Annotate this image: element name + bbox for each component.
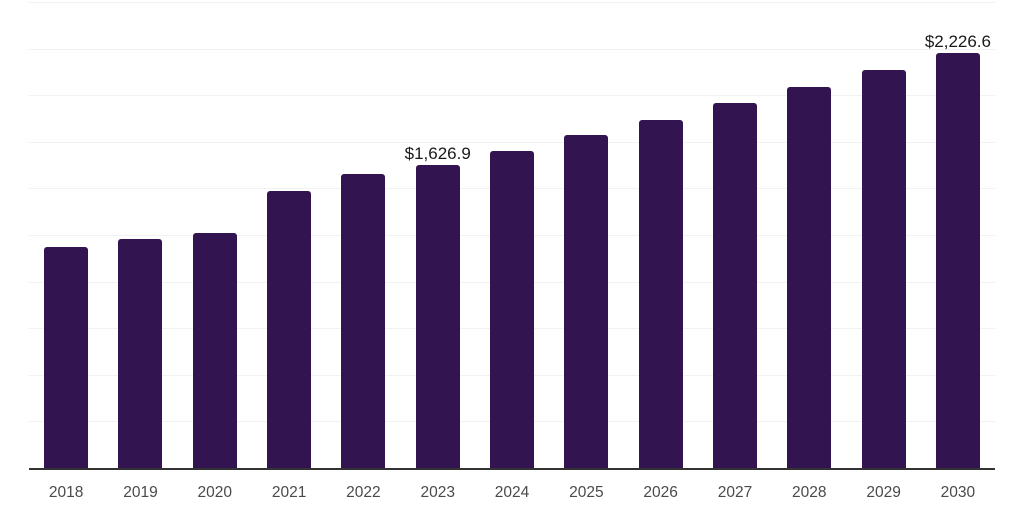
bar-column-2023: $1,626.9: [401, 2, 475, 468]
x-tick-2020: 2020: [197, 484, 233, 501]
bar-2018: [44, 247, 89, 468]
bar-2022: [341, 174, 386, 468]
x-tick-2022: 2022: [346, 484, 381, 501]
x-tick-2027: 2027: [717, 484, 753, 501]
bar-2025: [564, 135, 609, 468]
bar-2021: [267, 191, 312, 468]
x-tick-2023: 2023: [420, 484, 455, 501]
bar-2019: [118, 239, 163, 468]
value-label-2030: $2,226.6: [924, 32, 991, 51]
x-tick-2019: 2019: [123, 484, 158, 501]
bar-column-2021: [252, 2, 326, 468]
x-tick-2024: 2024: [494, 484, 530, 501]
bar-2027: [712, 103, 757, 468]
x-tick-2021: 2021: [271, 484, 307, 501]
bar-column-2029: [846, 2, 920, 468]
x-tick-2018: 2018: [48, 484, 84, 501]
bar-column-2019: [103, 2, 177, 468]
x-axis-tick-labels: 2018 2019 2020 2021 2022 2023 2024 2025 2026 2027…: [29, 484, 995, 502]
x-axis-line: [29, 468, 995, 470]
bar-2030: [935, 53, 980, 468]
gridline-2250: [29, 49, 995, 50]
bar-column-2028: [772, 2, 846, 468]
bar-column-2018: [29, 2, 103, 468]
bar-column-2025: [549, 2, 623, 468]
bar-column-2026: [624, 2, 698, 468]
plot-area: $1,626.9 $2,226.6: [29, 2, 995, 468]
bars-container: $1,626.9 $2,226.6: [29, 2, 995, 468]
bar-2024: [490, 151, 535, 468]
gridline-2000: [29, 95, 995, 96]
bar-2026: [638, 120, 683, 468]
x-tick-2030: 2030: [940, 484, 976, 501]
x-tick-2028: 2028: [792, 484, 827, 501]
bar-2028: [787, 87, 832, 468]
x-tick-2025: 2025: [569, 484, 604, 501]
bar-column-2024: [475, 2, 549, 468]
gridline-2500: [29, 2, 995, 3]
bar-2020: [192, 233, 237, 468]
value-label-2023: $1,626.9: [404, 144, 471, 163]
x-tick-2026: 2026: [643, 484, 678, 501]
bar-2023: [415, 165, 460, 468]
gridline-1750: [29, 142, 995, 143]
bar-column-2020: [178, 2, 252, 468]
bar-2029: [861, 70, 906, 468]
bar-column-2027: [698, 2, 772, 468]
bar-column-2022: [326, 2, 400, 468]
x-tick-2029: 2029: [866, 484, 901, 501]
bar-column-2030: $2,226.6: [921, 2, 995, 468]
